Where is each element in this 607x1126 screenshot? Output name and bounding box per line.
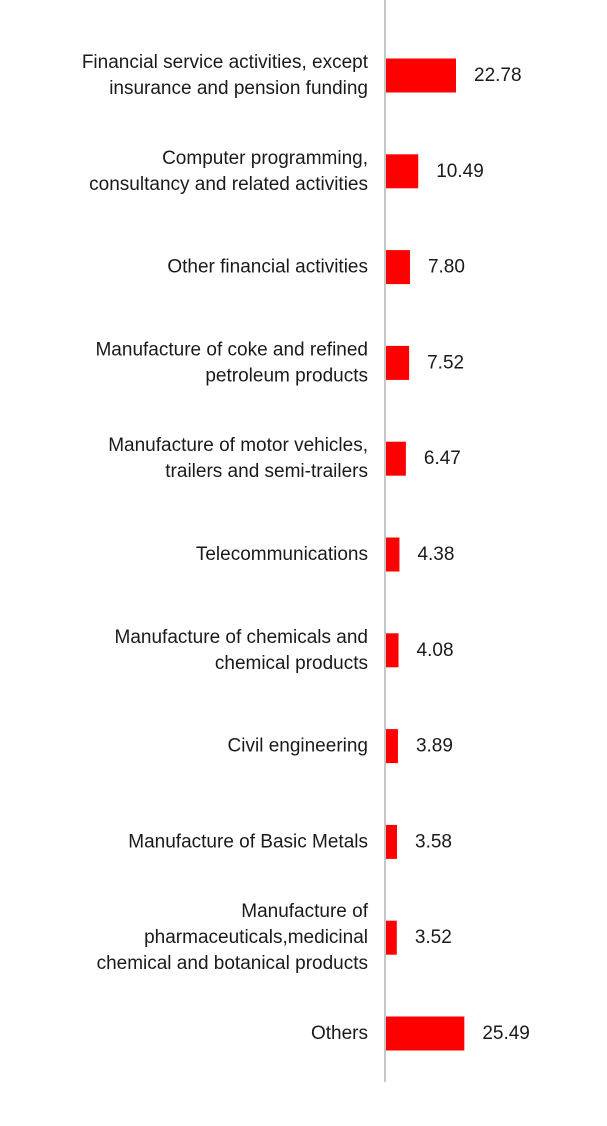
bar — [386, 729, 398, 764]
category-label-line: insurance and pension funding — [109, 78, 368, 99]
value-label: 3.89 — [416, 736, 453, 757]
category-label-line: petroleum products — [205, 365, 368, 386]
category-label-line: chemical products — [215, 653, 368, 674]
category-label-line: trailers and semi-trailers — [165, 461, 368, 482]
category-label: Manufacture of coke and refined petroleum… — [95, 339, 368, 386]
bars — [386, 58, 465, 1051]
category-label: Financial service activities, except insu… — [82, 52, 369, 99]
category-label-line: Others — [311, 1023, 368, 1044]
category-label-line: Manufacture of chemicals and — [115, 627, 368, 648]
value-label: 10.49 — [436, 161, 484, 182]
category-label-line: Computer programming, — [162, 148, 368, 169]
value-labels: 22.78 10.49 7.80 7.52 6.47 4.38 4.08 3.89 3.58 3.… — [415, 65, 530, 1044]
category-label-line: Other financial activities — [167, 257, 368, 278]
bar — [386, 58, 456, 93]
category-label: Manufacture of chemicals and chemical pro… — [115, 627, 368, 674]
category-label: Manufacture of motor vehicles, trailers a… — [108, 435, 368, 482]
category-label: Manufacture of pharmaceuticals,medicinal c… — [97, 901, 369, 974]
category-label-line: pharmaceuticals,medicinal — [144, 927, 368, 948]
value-label: 7.80 — [428, 257, 465, 278]
bar — [386, 250, 410, 285]
category-labels: Financial service activities, except insu… — [82, 52, 369, 1044]
category-label: Others — [311, 1023, 368, 1044]
category-label-line: Telecommunications — [196, 544, 368, 565]
value-label: 25.49 — [482, 1023, 530, 1044]
bar — [386, 441, 406, 476]
value-label: 6.47 — [424, 448, 461, 469]
value-label: 4.38 — [417, 544, 454, 565]
value-label: 7.52 — [427, 352, 464, 373]
category-label-line: Manufacture of motor vehicles, — [108, 435, 368, 456]
bar — [386, 154, 419, 189]
category-label-line: chemical and botanical products — [97, 953, 368, 974]
bar — [386, 824, 398, 859]
value-label: 4.08 — [417, 640, 454, 661]
category-label: Other financial activities — [167, 257, 368, 278]
bar — [386, 1016, 465, 1051]
value-label: 3.52 — [415, 927, 452, 948]
category-label: Computer programming, consultancy and rel… — [89, 148, 368, 195]
bar — [386, 920, 397, 955]
category-label-line: Manufacture of coke and refined — [95, 339, 368, 360]
category-label: Civil engineering — [228, 736, 368, 757]
category-label-line: consultancy and related activities — [89, 174, 368, 195]
category-label: Manufacture of Basic Metals — [128, 831, 368, 852]
bar — [386, 345, 410, 380]
category-label-line: Manufacture of Basic Metals — [128, 831, 368, 852]
category-label-line: Civil engineering — [228, 736, 368, 757]
bar — [386, 633, 399, 668]
category-label: Telecommunications — [196, 544, 368, 565]
category-label-line: Manufacture of — [241, 901, 368, 922]
bar — [386, 537, 400, 572]
value-label: 3.58 — [415, 831, 452, 852]
value-label: 22.78 — [474, 65, 522, 86]
category-label-line: Financial service activities, except — [82, 52, 369, 73]
